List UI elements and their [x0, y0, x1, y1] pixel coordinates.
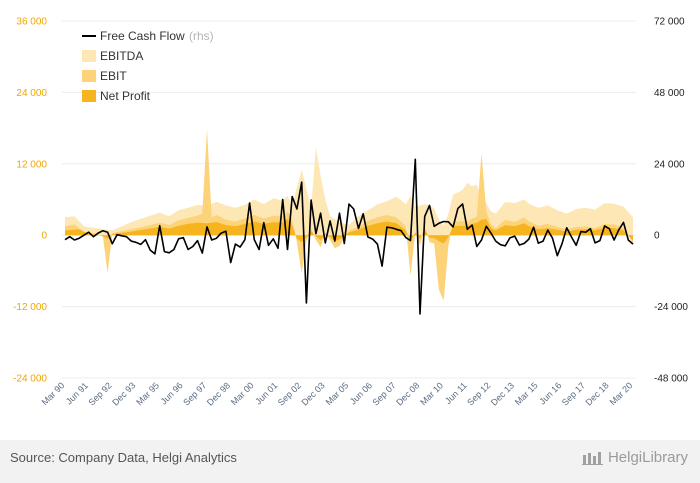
- left-tick-label: 36 000: [16, 17, 47, 28]
- right-tick-label: -48 000: [654, 374, 688, 385]
- fcf-line-layer: [64, 158, 634, 315]
- library-icon: [581, 451, 603, 465]
- x-tick-label: Jun 91: [64, 380, 90, 406]
- chart-canvas: -24 000 -12 000 0 12 000 24 000 36 000 -48 00…: [13, 17, 688, 408]
- x-tick-label: Mar 00: [229, 380, 256, 407]
- left-tick-label: -24 000: [13, 374, 47, 385]
- legend-net-label: Net Profit: [100, 89, 151, 103]
- x-tick-label: Dec 08: [394, 380, 421, 407]
- x-tick-label: Mar 05: [324, 380, 351, 407]
- right-axis: -48 000 -24 000 0 24 000 48 000 72 000: [654, 17, 688, 385]
- left-tick-label: 12 000: [16, 159, 47, 170]
- x-tick-label: Dec 03: [299, 380, 326, 407]
- ebitda-area: [65, 147, 633, 236]
- x-tick-label: Sep 02: [276, 380, 303, 407]
- x-tick-label: Sep 97: [181, 380, 208, 407]
- chart-grid: [62, 20, 636, 379]
- x-tick-label: Dec 18: [583, 380, 610, 407]
- legend-ebit-swatch: [82, 70, 96, 82]
- x-tick-label: Sep 92: [86, 380, 113, 407]
- x-tick-label: Mar 20: [608, 380, 635, 407]
- x-tick-label: Sep 17: [560, 380, 587, 407]
- x-tick-label: Jun 96: [159, 380, 185, 406]
- brand-logo: HelgiLibrary: [581, 449, 688, 466]
- legend-fcf-label: Free Cash Flow: [100, 29, 185, 43]
- x-tick-label: Jun 01: [253, 380, 279, 406]
- right-tick-label: 0: [654, 231, 660, 242]
- right-tick-label: -24 000: [654, 302, 688, 313]
- legend-ebit-label: EBIT: [100, 69, 127, 83]
- right-tick-label: 48 000: [654, 88, 685, 99]
- x-tick-label: Sep 07: [370, 380, 397, 407]
- legend-ebitda-swatch: [82, 50, 96, 62]
- left-tick-label: 24 000: [16, 88, 47, 99]
- x-tick-label: Dec 93: [110, 380, 137, 407]
- chart-areas: [65, 129, 633, 301]
- x-tick-label: Mar 15: [513, 380, 540, 407]
- x-tick-label: Mar 95: [134, 380, 161, 407]
- net-profit-area: [65, 219, 633, 244]
- x-tick-label: Jun 16: [537, 380, 563, 406]
- left-tick-label: -12 000: [13, 302, 47, 313]
- x-tick-label: Mar 10: [418, 380, 445, 407]
- x-tick-label: Jun 11: [443, 380, 469, 406]
- x-tick-label: Dec 98: [205, 380, 232, 407]
- legend-net-swatch: [82, 90, 96, 102]
- x-tick-label: Sep 12: [465, 380, 492, 407]
- x-tick-label: Jun 06: [348, 380, 374, 406]
- legend-ebitda-label: EBITDA: [100, 49, 143, 63]
- right-tick-label: 24 000: [654, 159, 685, 170]
- brand-name: HelgiLibrary: [607, 449, 688, 466]
- x-tick-label: Dec 13: [489, 380, 516, 407]
- source-note: Source: Company Data, Helgi Analytics: [10, 450, 237, 465]
- left-tick-label: 0: [41, 231, 47, 242]
- free-cash-flow-line: [64, 158, 634, 315]
- legend: Free Cash Flow (rhs) EBITDA EBIT Net Pro…: [82, 29, 214, 103]
- ebit-area: [65, 129, 633, 301]
- legend-fcf-rhs: (rhs): [189, 29, 214, 43]
- right-tick-label: 72 000: [654, 17, 685, 28]
- left-axis: -24 000 -12 000 0 12 000 24 000 36 000: [13, 17, 47, 385]
